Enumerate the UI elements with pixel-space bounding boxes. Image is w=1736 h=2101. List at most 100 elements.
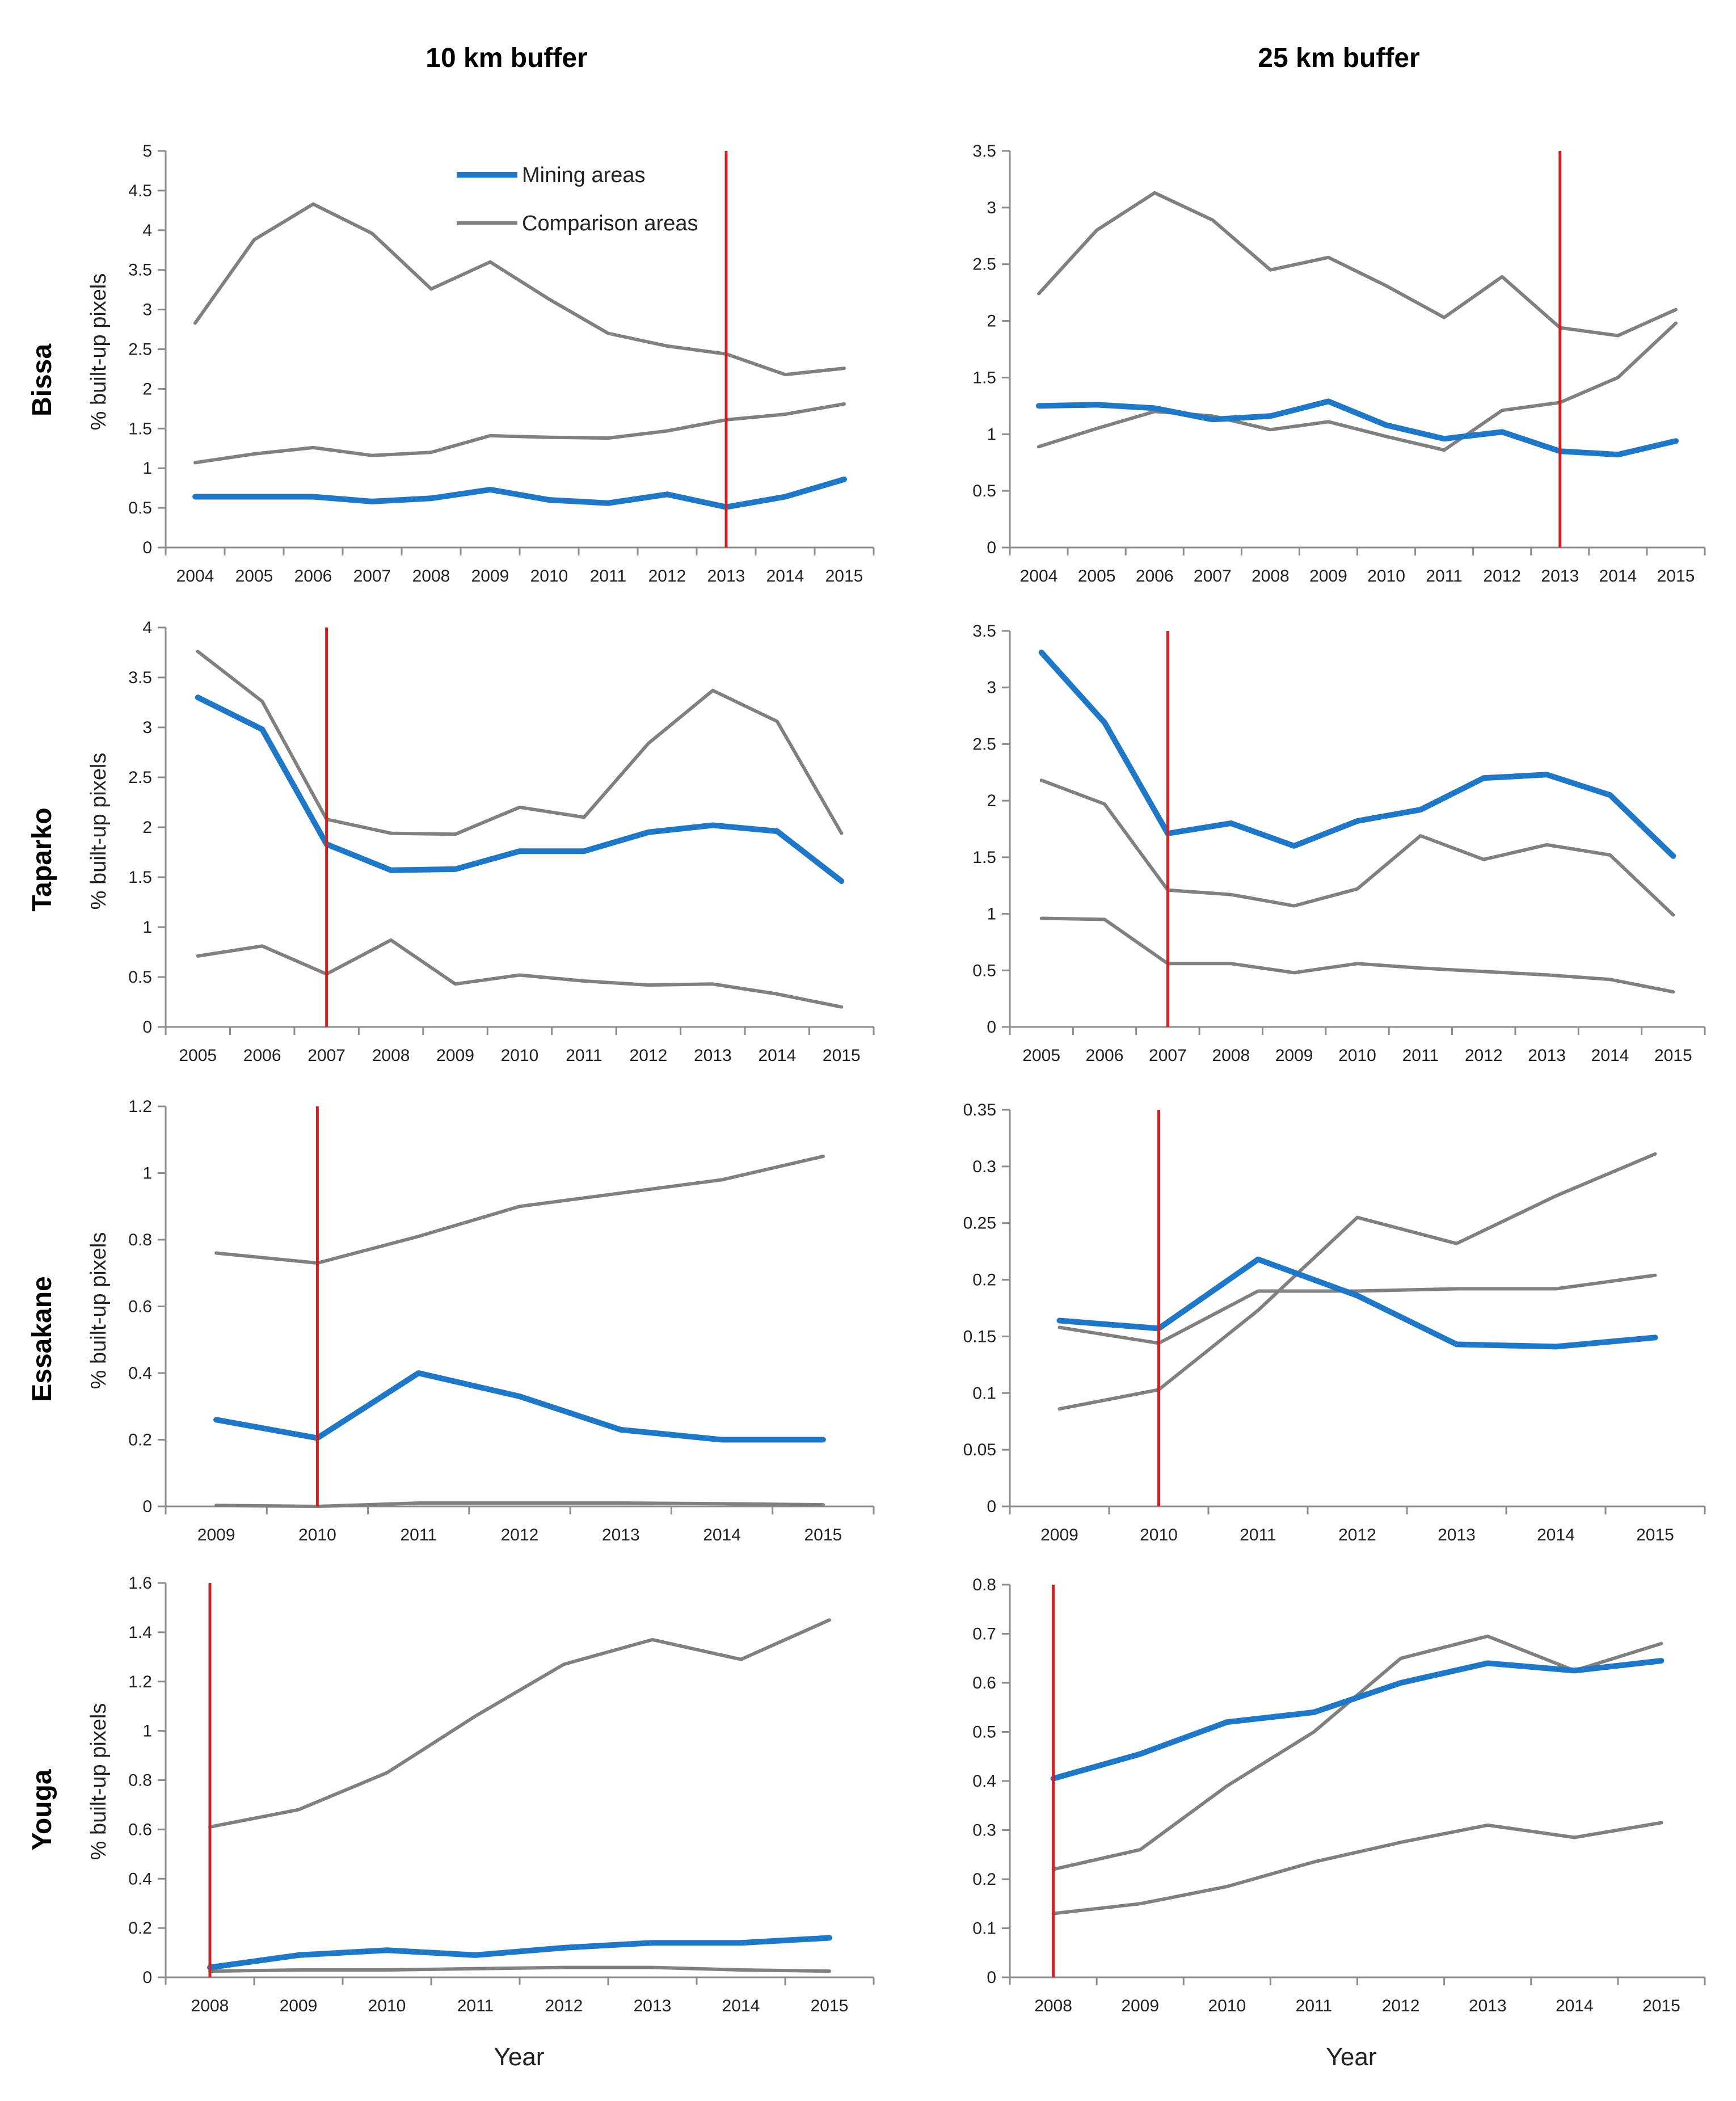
x-tick-label: 2010: [501, 1046, 539, 1065]
x-tick-label: 2011: [1296, 1997, 1333, 2015]
y-tick-label: 0.3: [972, 1157, 996, 1176]
y-axis-label-bissa: % built-up pixels: [87, 273, 111, 431]
panel-taparko-25: 0 0.5 1 1.5 2 2.5 3 3.5 2005 2006 2007 2008 2009 2010…: [972, 622, 1706, 1065]
y-tick-label: 3.5: [128, 668, 152, 687]
panel-taparko-10: 0 0.5 1 1.5 2 2.5 3 3.5 4 2005 2006 2007 2008 2009 201…: [128, 618, 875, 1065]
x-tick-label: 2015: [1642, 1997, 1680, 2015]
legend-label-mining: Mining areas: [522, 163, 646, 187]
x-tick-label: 2005: [235, 567, 273, 586]
x-tick-label: 2011: [566, 1046, 602, 1065]
y-tick-label: 0: [142, 538, 152, 557]
x-tick-label: 2014: [766, 567, 804, 586]
x-tick-label: 2014: [1556, 1997, 1594, 2015]
x-tick-label: 2011: [457, 1997, 494, 2015]
x-tick-label: 2011: [400, 1526, 437, 1544]
x-tick-label: 2015: [825, 567, 863, 586]
x-tick-label: 2012: [545, 1997, 583, 2015]
y-tick-label: 1.5: [128, 868, 152, 887]
x-tick-label: 2012: [501, 1526, 539, 1544]
y-tick-label: 2: [142, 818, 152, 837]
y-tick-label: 0.7: [972, 1625, 996, 1644]
x-tick-label: 2006: [1086, 1046, 1124, 1065]
series-line-mining: [1038, 649, 1676, 859]
x-tick-label: 2009: [197, 1526, 235, 1544]
x-tick-label: 2015: [1636, 1526, 1674, 1544]
x-tick-label: 2015: [823, 1046, 861, 1065]
x-tick-label: 2013: [602, 1526, 640, 1544]
y-tick-label: 2: [987, 312, 996, 331]
y-tick-label: 2: [987, 791, 996, 810]
series-line-mining: [1050, 1658, 1665, 1782]
x-tick-label: 2009: [1309, 567, 1347, 586]
y-tick-label: 1.2: [128, 1673, 152, 1691]
y-tick-label: 1.5: [128, 419, 152, 438]
x-tick-label: 2015: [1654, 1046, 1692, 1065]
y-tick-label: 0: [987, 538, 996, 557]
x-tick-label: 2013: [694, 1046, 732, 1065]
panel-bissa-25: 0 0.5 1 1.5 2 2.5 3 3.5 2004 2005 2006 2007 2008 2009…: [972, 142, 1706, 586]
x-tick-label: 2013: [707, 567, 745, 586]
x-tick-label: 2011: [590, 567, 627, 586]
x-tick-label: 2006: [294, 567, 332, 586]
series-line-comparison: [196, 650, 844, 836]
y-axis-label-youga: % built-up pixels: [87, 1703, 111, 1860]
y-tick-label: 0.5: [972, 482, 996, 500]
x-tick-label: 2015: [804, 1526, 842, 1544]
legend: Mining areas Comparison areas: [457, 163, 698, 235]
y-tick-label: 0.1: [972, 1919, 996, 1938]
series-line-comparison: [193, 202, 846, 377]
x-tick-label: 2011: [1402, 1046, 1439, 1065]
y-tick-label: 1.4: [128, 1623, 152, 1642]
series-line-comparison: [1039, 778, 1675, 917]
x-tick-label: 2014: [703, 1526, 741, 1544]
y-tick-label: 0: [142, 1018, 152, 1037]
x-tick-label: 2008: [1212, 1046, 1250, 1065]
panel-bissa-10: 0 0.5 1 1.5 2 2.5 3 3.5 4 4.5 5 2004 2005 2006 2007 200…: [128, 142, 875, 586]
x-tick-label: 2010: [298, 1526, 336, 1544]
row-title-youga: Youga: [27, 1769, 57, 1850]
row-title-taparko: Taparko: [27, 807, 57, 911]
y-tick-label: 0: [987, 1497, 996, 1516]
x-tick-label: 2005: [1022, 1046, 1060, 1065]
x-tick-label: 2011: [1240, 1526, 1276, 1544]
y-tick-label: 0.2: [128, 1431, 152, 1450]
x-tick-label: 2012: [1338, 1526, 1376, 1544]
x-tick-label: 2009: [436, 1046, 474, 1065]
x-tick-label: 2008: [412, 567, 450, 586]
x-tick-label: 2012: [1483, 567, 1521, 586]
x-tick-label: 2012: [648, 567, 686, 586]
x-tick-label: 2009: [471, 567, 509, 586]
series-line-mining: [1036, 398, 1679, 458]
y-tick-label: 0.8: [972, 1576, 996, 1594]
column-title-25km: 25 km buffer: [1258, 43, 1419, 73]
column-title-10km: 10 km buffer: [425, 43, 587, 73]
y-tick-label: 3.5: [972, 622, 996, 641]
x-tick-label: 2012: [630, 1046, 668, 1065]
x-tick-label: 2010: [1367, 567, 1405, 586]
y-tick-label: 0.5: [972, 961, 996, 980]
x-tick-label: 2015: [811, 1997, 849, 2015]
y-tick-label: 0.5: [972, 1723, 996, 1742]
series-line-comparison: [208, 1965, 831, 1973]
x-tick-label: 2007: [1149, 1046, 1187, 1065]
y-tick-label: 1: [142, 459, 152, 478]
series-line-comparison: [193, 402, 846, 465]
y-tick-label: 0.6: [128, 1298, 152, 1316]
y-tick-label: 3: [142, 718, 152, 737]
series-line-mining: [192, 476, 847, 510]
y-tick-label: 0.4: [128, 1870, 152, 1888]
x-tick-label: 2007: [1194, 567, 1232, 586]
x-tick-label: 2015: [1657, 567, 1695, 586]
x-tick-label: 2012: [1465, 1046, 1503, 1065]
y-tick-label: 0.5: [128, 968, 152, 987]
y-tick-label: 3.5: [972, 142, 996, 161]
y-tick-label: 3.5: [128, 261, 152, 280]
y-tick-label: 0.2: [128, 1919, 152, 1938]
y-tick-label: 1.5: [972, 368, 996, 387]
x-tick-label: 2006: [1136, 567, 1174, 586]
y-tick-label: 0.6: [128, 1820, 152, 1839]
x-axis-label-25km: Year: [1326, 2043, 1377, 2071]
series-line-comparison: [1039, 916, 1675, 994]
y-tick-label: 3: [142, 301, 152, 319]
